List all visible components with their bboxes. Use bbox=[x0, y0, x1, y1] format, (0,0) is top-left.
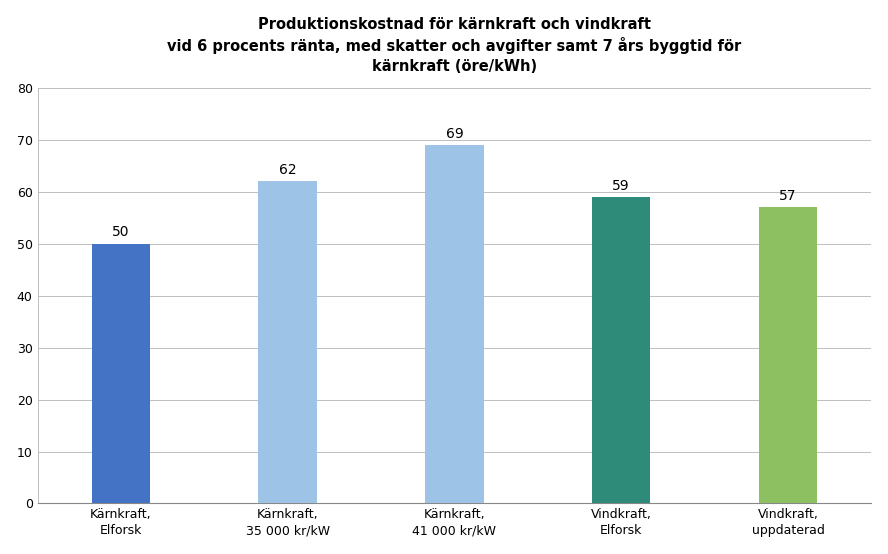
Bar bbox=[425, 145, 484, 504]
Text: 69: 69 bbox=[446, 127, 464, 141]
Bar bbox=[758, 207, 817, 504]
Bar bbox=[258, 181, 317, 504]
Text: 59: 59 bbox=[613, 179, 630, 193]
Text: 57: 57 bbox=[779, 189, 797, 203]
Bar bbox=[91, 244, 150, 504]
Bar bbox=[592, 197, 650, 504]
Text: 50: 50 bbox=[112, 225, 130, 239]
Text: 62: 62 bbox=[279, 163, 297, 177]
Title: Produktionskostnad för kärnkraft och vindkraft
vid 6 procents ränta, med skatter: Produktionskostnad för kärnkraft och vin… bbox=[167, 17, 741, 74]
